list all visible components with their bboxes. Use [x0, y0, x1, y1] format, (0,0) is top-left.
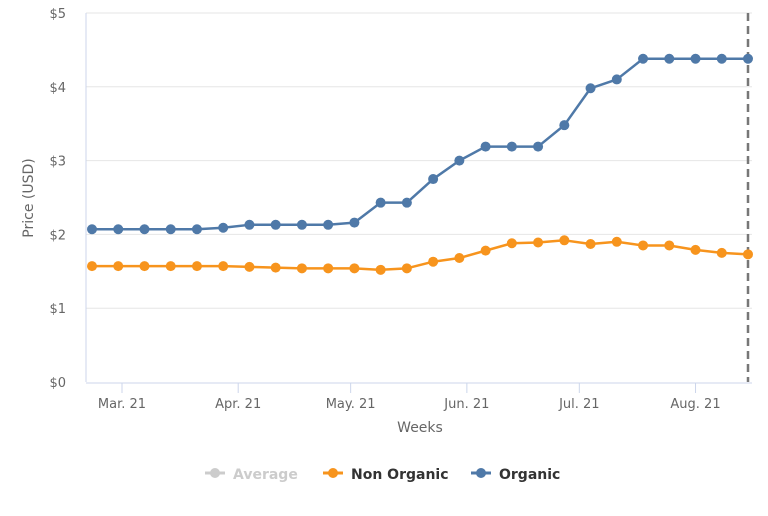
data-point: [428, 256, 439, 267]
data-point: [716, 247, 727, 258]
data-point: [375, 197, 386, 208]
data-point: [690, 244, 701, 255]
data-point: [480, 141, 491, 152]
data-point: [611, 74, 622, 85]
y-tick-label: $0: [49, 376, 66, 391]
data-point: [533, 237, 544, 248]
y-tick-label: $1: [49, 302, 66, 317]
data-point: [401, 263, 412, 274]
data-point: [165, 261, 176, 272]
data-point: [218, 261, 229, 272]
data-point: [218, 222, 229, 233]
legend-label: Average: [233, 467, 298, 483]
x-tick-label: Aug. 21: [670, 397, 720, 412]
series-line: [92, 239, 749, 272]
data-point: [428, 174, 439, 185]
data-point: [139, 261, 150, 272]
legend-item-organic[interactable]: Organic: [471, 467, 560, 483]
data-point: [401, 197, 412, 208]
legend-marker-icon: [476, 468, 486, 478]
x-tick-label: Jun. 21: [443, 397, 489, 412]
data-point: [454, 155, 465, 166]
legend-item-average[interactable]: Average: [205, 467, 298, 483]
y-tick-label: $3: [49, 155, 66, 170]
data-point: [664, 240, 675, 251]
data-point: [506, 238, 517, 249]
x-tick-label: Apr. 21: [215, 397, 261, 412]
data-point: [165, 224, 176, 235]
series-organic: [87, 53, 753, 235]
series-non-organic: [87, 235, 753, 275]
data-point: [506, 141, 517, 152]
data-point: [87, 224, 97, 235]
legend-label: Organic: [499, 467, 560, 483]
series-line: [92, 57, 748, 231]
data-point: [191, 261, 202, 272]
data-point: [743, 53, 753, 64]
data-point: [690, 53, 701, 64]
data-point: [244, 261, 255, 272]
data-point: [296, 219, 307, 230]
data-point: [559, 235, 570, 246]
y-tick-label: $5: [49, 7, 66, 22]
data-point: [638, 53, 649, 64]
data-point: [349, 263, 360, 274]
data-point: [113, 224, 124, 235]
x-axis-title: Weeks: [397, 420, 443, 436]
legend-item-non-organic[interactable]: Non Organic: [323, 467, 449, 483]
y-tick-label: $2: [49, 228, 66, 243]
legend-marker-icon: [210, 468, 220, 478]
data-point: [139, 224, 150, 235]
data-point: [480, 245, 491, 256]
y-tick-label: $4: [49, 81, 66, 96]
data-point: [375, 264, 386, 275]
data-point: [611, 236, 622, 247]
data-point: [664, 53, 675, 64]
data-point: [323, 219, 334, 230]
data-point: [559, 120, 570, 131]
x-tick-label: Mar. 21: [98, 397, 146, 412]
data-point: [585, 238, 596, 249]
legend-marker-icon: [328, 468, 338, 478]
data-point: [270, 262, 281, 273]
data-point: [323, 263, 334, 274]
data-point: [533, 141, 544, 152]
data-point: [743, 249, 753, 260]
y-axis-title: Price (USD): [21, 158, 37, 237]
data-point: [113, 261, 124, 272]
data-point: [270, 219, 281, 230]
data-point: [716, 53, 727, 64]
x-tick-label: Jul. 21: [558, 397, 600, 412]
legend-label: Non Organic: [351, 467, 449, 483]
data-point: [638, 240, 649, 251]
data-point: [454, 253, 465, 264]
data-point: [87, 261, 97, 272]
data-point: [244, 219, 255, 230]
data-point: [191, 224, 202, 235]
data-point: [585, 83, 596, 94]
x-tick-label: May. 21: [326, 397, 376, 412]
data-point: [296, 263, 307, 274]
data-point: [349, 217, 360, 228]
